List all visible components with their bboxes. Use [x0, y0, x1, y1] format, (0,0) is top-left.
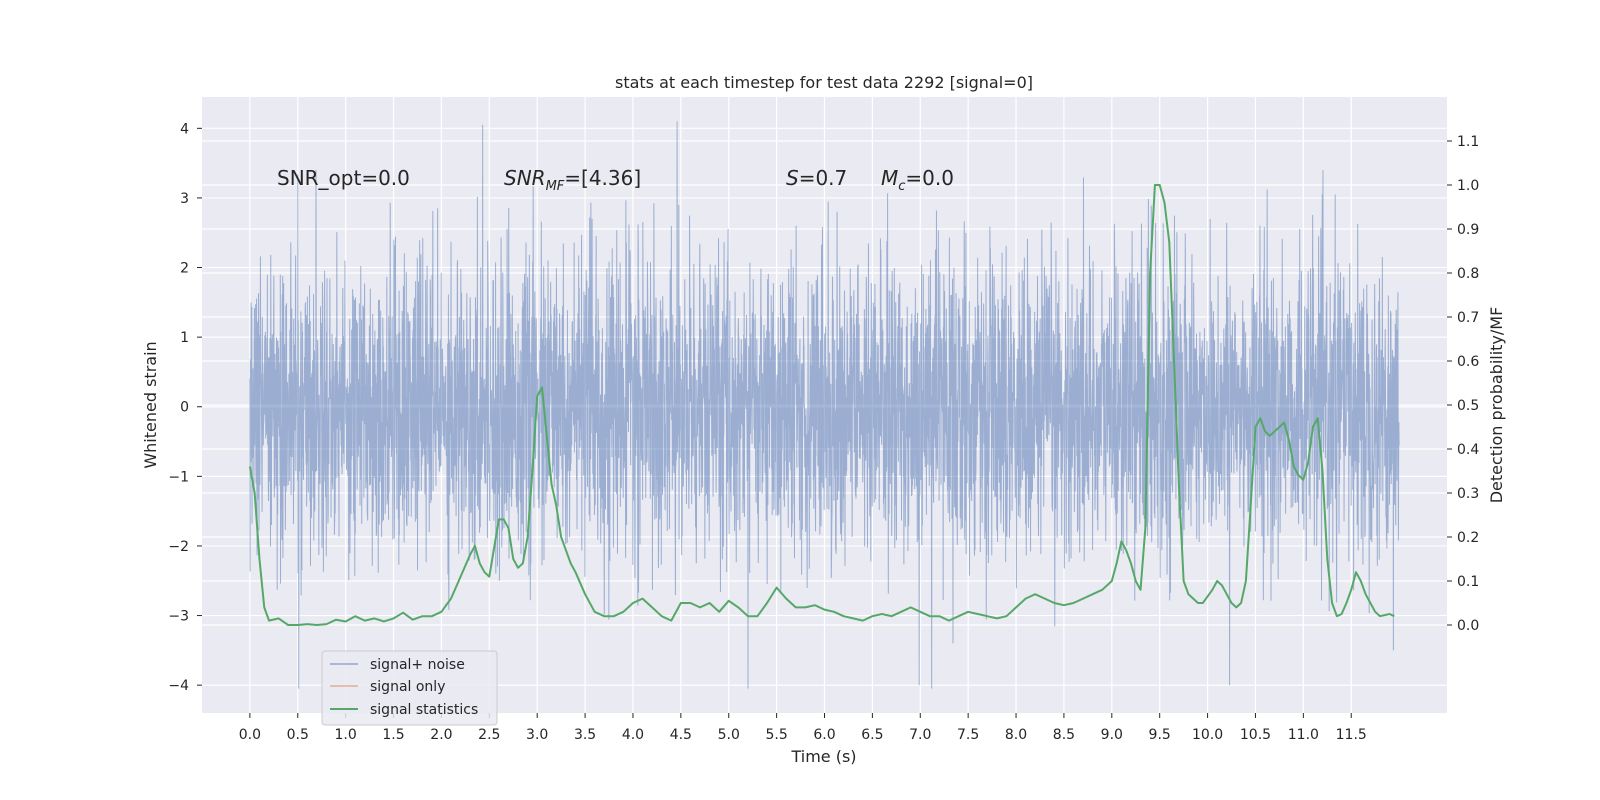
legend: signal+ noise signal only signal statist…: [321, 650, 498, 726]
right-y-tick-label: 0.5: [1457, 398, 1479, 414]
x-tick-label: 1.0: [335, 727, 357, 743]
signal-plus-noise-line: [249, 121, 1400, 689]
snr-opt-annotation: SNR_opt=0.0: [277, 166, 410, 190]
left-y-tick-label: 3: [180, 191, 189, 207]
x-tick-label: 10.0: [1192, 727, 1223, 743]
series-signal-plus-noise: [249, 121, 1400, 689]
x-tick-label: 1.5: [382, 727, 404, 743]
x-tick-label: 5.0: [718, 727, 740, 743]
left-y-tick-label: −2: [168, 539, 189, 555]
legend-label-signal-plus-noise: signal+ noise: [370, 657, 465, 673]
mc-annotation: Mc=0.0: [881, 166, 954, 194]
snr-mf-subscript: MF: [546, 179, 565, 194]
x-tick-label: 8.5: [1053, 727, 1075, 743]
series-signal-statistics: [248, 184, 1395, 626]
x-tick-label: 4.5: [670, 727, 692, 743]
snr-mf-value: =[4.36]: [564, 166, 641, 190]
x-tick-label: 4.0: [622, 727, 644, 743]
right-y-tick-label: 0.9: [1457, 222, 1479, 238]
right-y-tick-label: 0.3: [1457, 486, 1479, 502]
s-annotation: S=0.7: [786, 166, 847, 190]
left-y-tick-label: −1: [168, 469, 189, 485]
s-value: =0.7: [799, 166, 848, 190]
x-tick-label: 8.0: [1005, 727, 1027, 743]
right-y-tick-label: 1.0: [1457, 178, 1479, 194]
left-y-tick-label: 2: [180, 261, 189, 277]
mc-subscript: c: [898, 179, 905, 194]
x-tick-label: 7.5: [957, 727, 979, 743]
x-tick-label: 0.0: [239, 727, 261, 743]
x-tick-label: 2.0: [430, 727, 452, 743]
x-tick-label: 6.5: [861, 727, 883, 743]
left-y-tick-label: 0: [180, 400, 189, 416]
right-y-tick-label: 0.8: [1457, 266, 1479, 282]
snr-mf-symbol: SNR: [504, 166, 546, 190]
mc-value: =0.0: [905, 166, 954, 190]
left-y-tick-label: 4: [180, 121, 189, 137]
right-y-tick-label: 1.1: [1457, 134, 1479, 150]
right-y-tick-label: 0.2: [1457, 530, 1479, 546]
left-y-axis-label: Whitened strain: [141, 341, 160, 468]
mc-symbol: M: [881, 166, 898, 190]
right-y-tick-label: 0.7: [1457, 310, 1479, 326]
legend-box: [321, 650, 498, 726]
x-tick-label: 11.5: [1336, 727, 1367, 743]
left-y-tick-label: 1: [180, 330, 189, 346]
x-tick-label: 3.5: [574, 727, 596, 743]
x-tick-label: 11.0: [1288, 727, 1319, 743]
x-tick-label: 9.0: [1101, 727, 1123, 743]
right-y-axis-ticks: 0.0 0.1 0.2 0.3 0.4 0.5 0.6 0.7 0.8 0.9 1.0 1.1: [1447, 134, 1479, 634]
x-tick-label: 0.5: [287, 727, 309, 743]
right-y-tick-label: 0.0: [1457, 618, 1479, 634]
right-y-axis-label: Detection probability/MF: [1487, 307, 1506, 504]
x-tick-label: 3.0: [526, 727, 548, 743]
x-tick-label: 5.5: [765, 727, 787, 743]
right-y-tick-label: 0.6: [1457, 354, 1479, 370]
legend-label-signal-statistics: signal statistics: [370, 702, 478, 718]
left-y-axis-ticks: −4 −3 −2 −1 0 1 2 3 4: [168, 121, 202, 694]
x-axis-ticks: 0.0 0.5 1.0 1.5 2.0 2.5 3.0 3.5 4.0 4.5 5.0 5.5 6.0 6…: [239, 713, 1367, 743]
right-y-tick-label: 0.1: [1457, 574, 1479, 590]
x-tick-label: 9.5: [1149, 727, 1171, 743]
s-symbol: S: [786, 166, 799, 190]
x-tick-label: 10.5: [1240, 727, 1271, 743]
left-y-tick-label: −4: [168, 678, 189, 694]
signal-statistics-line: [248, 184, 1395, 626]
chart-title: stats at each timestep for test data 229…: [615, 73, 1033, 92]
x-tick-label: 7.0: [909, 727, 931, 743]
legend-label-signal-only: signal only: [370, 679, 445, 695]
left-y-tick-label: −3: [168, 609, 189, 625]
right-y-tick-label: 0.4: [1457, 442, 1479, 458]
x-axis-label: Time (s): [790, 747, 856, 766]
x-tick-label: 6.0: [813, 727, 835, 743]
x-tick-label: 2.5: [478, 727, 500, 743]
snr-mf-annotation: SNRMF=[4.36]: [504, 166, 641, 194]
